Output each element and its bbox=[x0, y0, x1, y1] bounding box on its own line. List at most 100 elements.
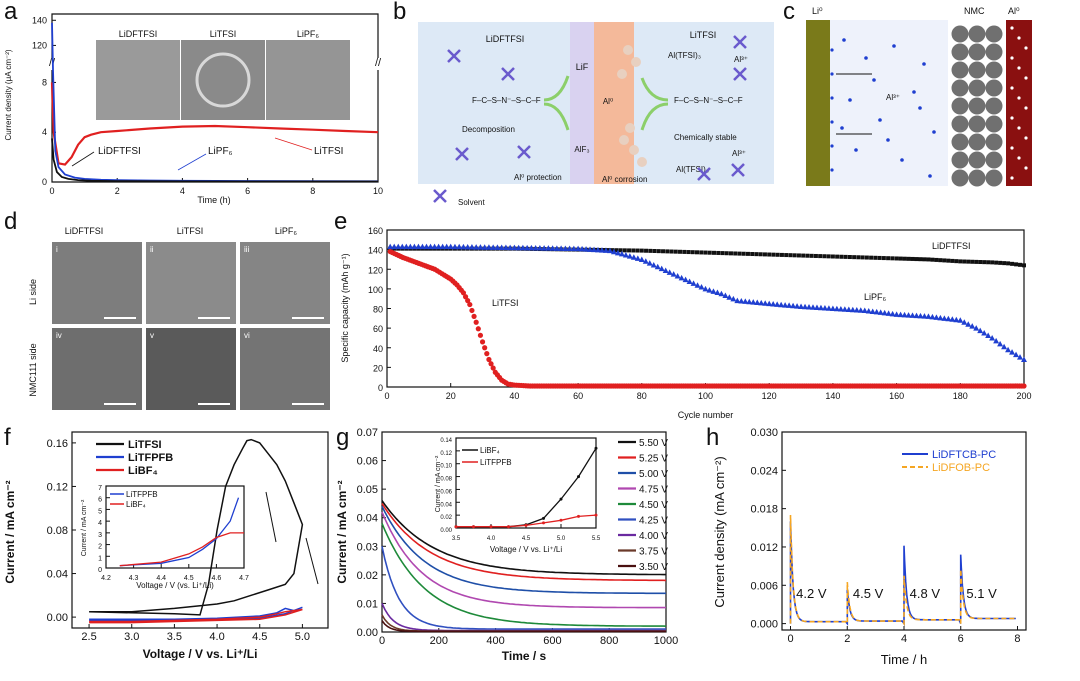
data-point-LiPF₆ bbox=[774, 301, 781, 307]
y-tick-label-f-inset: 3 bbox=[98, 532, 102, 539]
data-point-LiPF₆ bbox=[642, 258, 649, 264]
x-tick-label-a: 8 bbox=[310, 186, 315, 196]
y-tick-label-f-inset: 6 bbox=[98, 497, 102, 504]
inset-point-LiBF₄ bbox=[559, 497, 563, 501]
data-point-LiDFTFSI bbox=[873, 255, 878, 260]
x-tick-label-e: 80 bbox=[637, 391, 647, 401]
al3-ion-dot bbox=[928, 174, 932, 178]
data-point-LiDFTFSI bbox=[762, 252, 767, 257]
data-point-LiDFTFSI bbox=[724, 251, 729, 256]
al3-ion-dot bbox=[892, 44, 896, 48]
series-line-LiTFSI bbox=[89, 438, 304, 616]
b-al3-top: Al³⁺ bbox=[734, 55, 748, 64]
data-point-LiDFTFSI bbox=[926, 257, 931, 262]
data-point-LiTFSI bbox=[1021, 383, 1027, 389]
data-point-LiDFTFSI bbox=[644, 248, 649, 253]
x-tick-label-h: 6 bbox=[958, 633, 964, 645]
x-tick-label-h: 2 bbox=[844, 633, 850, 645]
inset-point-LiTFPFB bbox=[594, 513, 598, 517]
chart-h: 0 2 4 6 8 0.000 0.006 0.012 0.018 0.024 0.030 4.2 V… bbox=[712, 427, 1027, 667]
data-point-LiPF₆ bbox=[698, 284, 705, 290]
li-surface-dot bbox=[830, 144, 834, 148]
inset-xlabel-f: Voltage / V (vs. Li⁺/Li) bbox=[136, 581, 214, 590]
legend-label-3.50 V: 3.50 V bbox=[639, 562, 668, 573]
annot-lidftfsi: LiDFTFSI bbox=[98, 146, 141, 157]
al3-ion-dot bbox=[842, 38, 846, 42]
data-point-LiTFSI bbox=[488, 361, 494, 367]
data-point-LiTFSI bbox=[467, 301, 473, 308]
data-point-LiPF₆ bbox=[869, 308, 876, 314]
data-point-LiPF₆ bbox=[917, 312, 924, 319]
al-dot bbox=[1024, 136, 1028, 140]
d-col-lidftfsi: LiDFTFSI bbox=[65, 226, 104, 236]
panel-label-f: f bbox=[4, 424, 11, 451]
y-tick-label-e: 80 bbox=[373, 305, 383, 315]
data-point-LiDFTFSI bbox=[860, 255, 865, 260]
data-point-LiPF₆ bbox=[634, 255, 641, 261]
sem-tile-label: ii bbox=[150, 245, 154, 254]
data-point-LiDFTFSI bbox=[631, 248, 636, 253]
data-point-LiTFSI bbox=[482, 345, 488, 351]
nmc-particle bbox=[968, 115, 986, 133]
plot-frame-f-inset bbox=[105, 485, 245, 569]
al-dot bbox=[1010, 176, 1014, 180]
axis-xlabel-h: Time / h bbox=[881, 652, 927, 667]
c-nmc-label: NMC bbox=[964, 6, 985, 16]
data-point-LiPF₆ bbox=[857, 307, 864, 313]
y-tick-label-g-inset: 0.04 bbox=[440, 502, 452, 508]
al-dot bbox=[1017, 126, 1021, 130]
solvent-icon bbox=[731, 163, 745, 177]
inset-xlabel-g: Voltage / V vs. Li⁺/Li bbox=[490, 545, 562, 554]
data-point-LiDFTFSI bbox=[902, 256, 907, 261]
y-tick-label-f: 0.16 bbox=[47, 438, 68, 450]
data-point-LiPF₆ bbox=[853, 306, 860, 313]
data-point-LiPF₆ bbox=[969, 323, 976, 329]
solvent-icon bbox=[697, 167, 711, 181]
data-point-LiPF₆ bbox=[881, 309, 888, 316]
y-tick-label-a: 8 bbox=[42, 77, 47, 87]
data-point-LiPF₆ bbox=[447, 243, 454, 250]
solvent-icon bbox=[455, 147, 469, 161]
data-point-LiPF₆ bbox=[829, 305, 836, 311]
y-tick-label-h: 0.000 bbox=[750, 619, 778, 631]
y-tick-label-f-inset: 1 bbox=[98, 555, 102, 562]
x-tick-label-g: 0 bbox=[379, 635, 385, 647]
data-point-LiPF₆ bbox=[451, 243, 458, 250]
data-point-LiDFTFSI bbox=[779, 252, 784, 257]
corrosion-particle bbox=[637, 157, 647, 167]
data-point-LiDFTFSI bbox=[711, 250, 716, 255]
y-tick-label-e: 40 bbox=[373, 344, 383, 354]
inset-line-LiTFPFB bbox=[119, 497, 240, 567]
panel-label-g: g bbox=[336, 424, 350, 451]
arrow-up-right bbox=[640, 77, 669, 102]
annot-lipf6: LiPF₆ bbox=[208, 146, 233, 157]
b-lif-label: LiF bbox=[576, 62, 589, 72]
data-point-LiPF₆ bbox=[579, 245, 586, 252]
data-point-LiDFTFSI bbox=[974, 259, 979, 264]
b-alf3-label: AlF₃ bbox=[574, 145, 589, 154]
data-point-LiDFTFSI bbox=[813, 253, 818, 258]
data-point-LiPF₆ bbox=[889, 310, 896, 317]
solvent-icon bbox=[733, 35, 747, 49]
data-point-LiDFTFSI bbox=[994, 260, 999, 265]
b-al3-bot: Al³⁺ bbox=[732, 149, 746, 158]
data-point-LiPF₆ bbox=[519, 244, 526, 251]
data-point-LiPF₆ bbox=[490, 244, 497, 250]
li-surface-dot bbox=[830, 48, 834, 52]
nmc-particle bbox=[985, 97, 1003, 115]
nmc-particle bbox=[985, 151, 1003, 169]
inset-point-LiTFPFB bbox=[454, 525, 458, 529]
data-point-LiDFTFSI bbox=[986, 260, 991, 265]
axis-ylabel-g: Current / mA cm⁻² bbox=[336, 480, 349, 583]
inset-point-LiBF₄ bbox=[577, 475, 580, 479]
data-point-LiPF₆ bbox=[738, 298, 745, 304]
plot-frame-g bbox=[381, 431, 667, 633]
d-row-nmc: NMC111 side bbox=[28, 343, 38, 396]
data-point-LiDFTFSI bbox=[922, 257, 927, 262]
plot-frame-g-inset bbox=[455, 437, 597, 529]
data-point-LiPF₆ bbox=[553, 245, 560, 251]
solvent-icon bbox=[433, 189, 447, 203]
nmc-particle bbox=[985, 133, 1003, 151]
data-point-LiPF₆ bbox=[750, 299, 757, 305]
data-point-LiDFTFSI bbox=[635, 248, 640, 253]
